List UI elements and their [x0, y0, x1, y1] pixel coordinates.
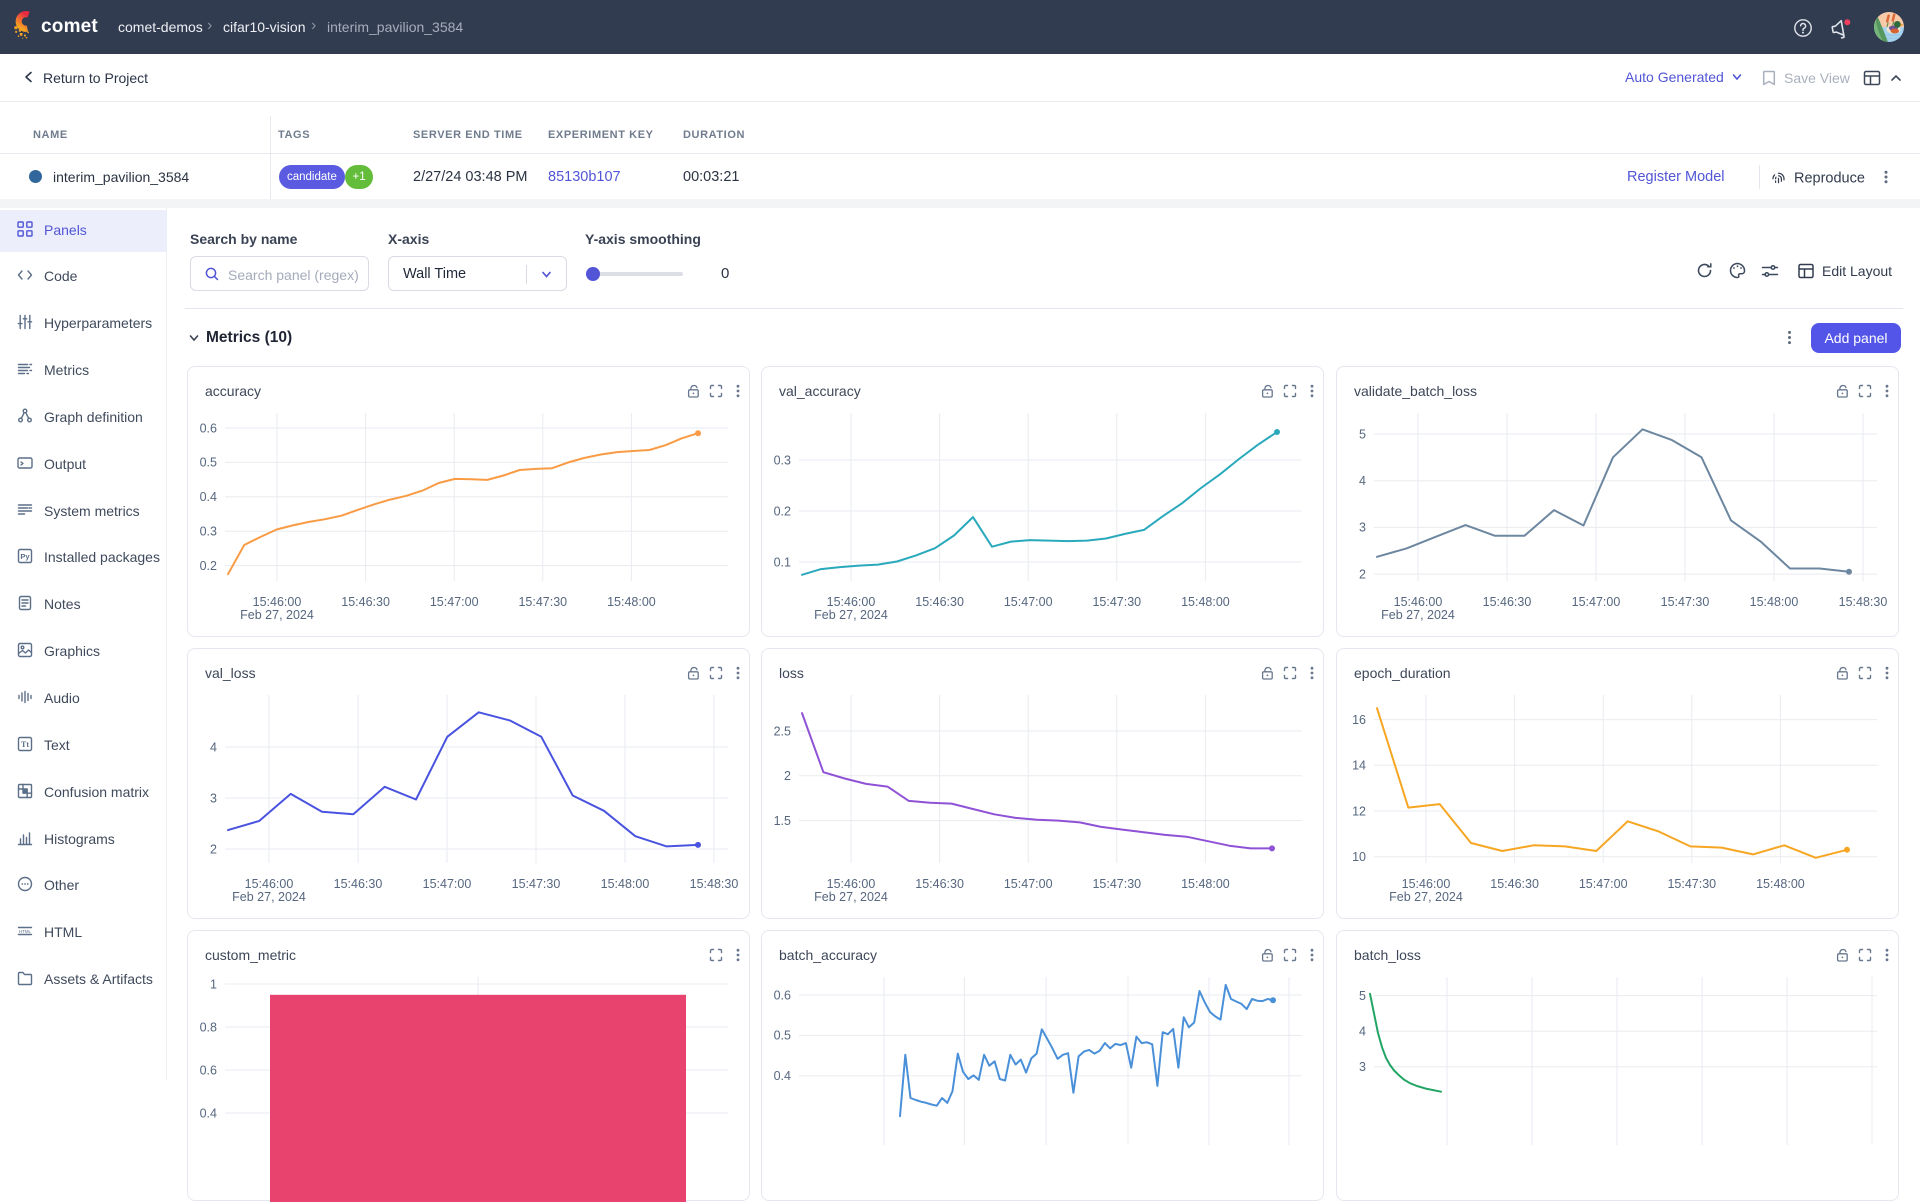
svg-text:0.8: 0.8: [200, 1020, 217, 1034]
svg-text:15:47:30: 15:47:30: [1667, 877, 1716, 891]
svg-text:Feb 27, 2024: Feb 27, 2024: [1381, 608, 1455, 622]
svg-text:15:46:00: 15:46:00: [827, 877, 876, 891]
svg-text:2: 2: [784, 769, 791, 783]
svg-text:0.5: 0.5: [774, 1029, 791, 1043]
svg-text:15:48:00: 15:48:00: [601, 877, 650, 891]
svg-text:0.4: 0.4: [200, 490, 217, 504]
svg-text:0.2: 0.2: [774, 504, 791, 518]
svg-text:15:46:30: 15:46:30: [915, 595, 964, 609]
svg-text:Feb 27, 2024: Feb 27, 2024: [1389, 890, 1463, 904]
svg-text:10: 10: [1352, 850, 1366, 864]
svg-text:4: 4: [210, 740, 217, 754]
svg-text:HTML: HTML: [19, 929, 32, 934]
svg-text:15:47:30: 15:47:30: [1092, 595, 1141, 609]
svg-text:15:47:30: 15:47:30: [1661, 595, 1710, 609]
svg-text:15:48:30: 15:48:30: [690, 877, 739, 891]
svg-text:1.5: 1.5: [774, 814, 791, 828]
svg-text:15:48:00: 15:48:00: [1181, 595, 1230, 609]
svg-text:15:47:00: 15:47:00: [430, 595, 479, 609]
svg-text:15:48:00: 15:48:00: [607, 595, 656, 609]
svg-text:2.5: 2.5: [774, 724, 791, 738]
svg-text:15:46:30: 15:46:30: [334, 877, 383, 891]
svg-text:0.6: 0.6: [774, 988, 791, 1002]
svg-text:15:47:00: 15:47:00: [423, 877, 472, 891]
svg-text:4: 4: [1359, 1025, 1366, 1039]
svg-text:15:47:30: 15:47:30: [512, 877, 561, 891]
svg-text:15:48:30: 15:48:30: [1839, 595, 1888, 609]
svg-text:15:47:00: 15:47:00: [1004, 595, 1053, 609]
svg-text:15:46:00: 15:46:00: [253, 595, 302, 609]
svg-text:15:46:30: 15:46:30: [915, 877, 964, 891]
svg-text:0.3: 0.3: [774, 453, 791, 467]
svg-text:Feb 27, 2024: Feb 27, 2024: [814, 608, 888, 622]
svg-text:0.6: 0.6: [200, 421, 217, 435]
svg-text:3: 3: [1359, 1060, 1366, 1074]
svg-text:15:46:00: 15:46:00: [827, 595, 876, 609]
svg-text:15:47:30: 15:47:30: [1092, 877, 1141, 891]
svg-text:0.2: 0.2: [200, 559, 217, 573]
svg-text:Feb 27, 2024: Feb 27, 2024: [240, 608, 314, 622]
svg-text:1: 1: [210, 977, 217, 991]
svg-text:15:46:00: 15:46:00: [1394, 595, 1443, 609]
svg-text:0.3: 0.3: [200, 525, 217, 539]
svg-text:15:47:00: 15:47:00: [1572, 595, 1621, 609]
svg-text:3: 3: [210, 791, 217, 805]
svg-text:5: 5: [1359, 989, 1366, 1003]
svg-text:15:47:00: 15:47:00: [1004, 877, 1053, 891]
svg-text:0.1: 0.1: [774, 555, 791, 569]
svg-text:2: 2: [210, 842, 217, 856]
svg-text:15:46:30: 15:46:30: [341, 595, 390, 609]
svg-text:4: 4: [1359, 474, 1366, 488]
svg-text:14: 14: [1352, 759, 1366, 773]
svg-text:15:47:00: 15:47:00: [1579, 877, 1628, 891]
svg-text:0.6: 0.6: [200, 1063, 217, 1077]
svg-text:Feb 27, 2024: Feb 27, 2024: [814, 890, 888, 904]
svg-text:3: 3: [1359, 521, 1366, 535]
svg-text:2: 2: [1359, 567, 1366, 581]
svg-text:0.5: 0.5: [200, 456, 217, 470]
svg-text:15:46:30: 15:46:30: [1483, 595, 1532, 609]
svg-text:15:46:00: 15:46:00: [245, 877, 294, 891]
svg-text:15:48:00: 15:48:00: [1756, 877, 1805, 891]
svg-text:0.4: 0.4: [774, 1069, 791, 1083]
svg-text:15:48:00: 15:48:00: [1750, 595, 1799, 609]
svg-text:15:46:00: 15:46:00: [1402, 877, 1451, 891]
svg-text:5: 5: [1359, 427, 1366, 441]
svg-text:Feb 27, 2024: Feb 27, 2024: [232, 890, 306, 904]
svg-text:12: 12: [1352, 804, 1366, 818]
svg-text:0.4: 0.4: [200, 1106, 217, 1120]
svg-text:Py: Py: [20, 552, 30, 561]
svg-text:15:47:30: 15:47:30: [518, 595, 567, 609]
svg-text:16: 16: [1352, 713, 1366, 727]
svg-text:15:48:00: 15:48:00: [1181, 877, 1230, 891]
svg-text:15:46:30: 15:46:30: [1490, 877, 1539, 891]
svg-text:Tt: Tt: [21, 740, 29, 749]
